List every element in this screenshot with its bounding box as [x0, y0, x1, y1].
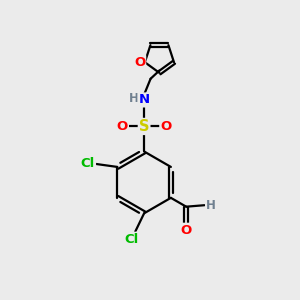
Text: O: O [117, 120, 128, 133]
Text: Cl: Cl [81, 157, 95, 170]
Text: N: N [139, 93, 150, 106]
Text: H: H [206, 199, 216, 212]
Text: O: O [160, 120, 172, 133]
Text: S: S [139, 119, 149, 134]
Text: O: O [181, 224, 192, 237]
Text: Cl: Cl [124, 233, 139, 246]
Text: O: O [134, 56, 145, 69]
Text: H: H [129, 92, 139, 105]
